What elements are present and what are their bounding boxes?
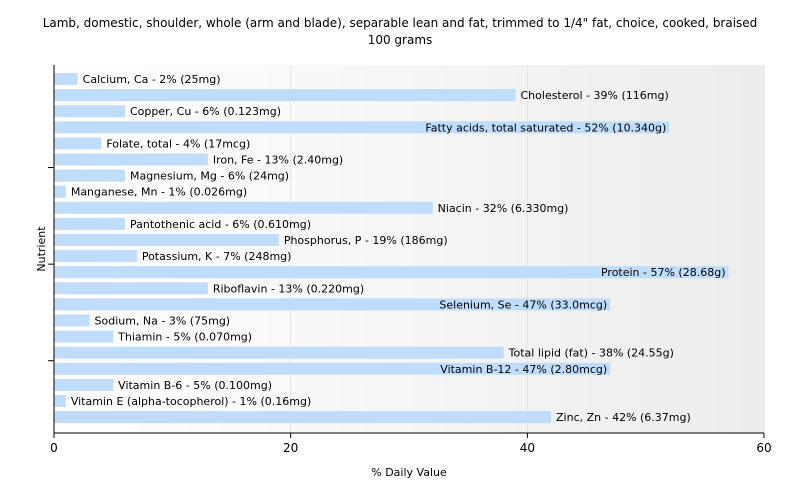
data-label: Selenium, Se - 47% (33.0mcg)	[439, 298, 607, 311]
bar	[54, 201, 433, 214]
data-label: Fatty acids, total saturated - 52% (10.3…	[425, 121, 666, 134]
bar	[54, 137, 102, 150]
data-label: Zinc, Zn - 42% (6.37mg)	[556, 411, 691, 424]
bar	[54, 378, 114, 391]
bar	[54, 250, 137, 263]
chart-subtitle: 100 grams	[367, 33, 433, 47]
y-axis-label: Nutrient	[35, 226, 48, 272]
bar	[54, 314, 90, 327]
bar	[54, 217, 125, 230]
axes: 0 20 40 60	[48, 65, 772, 455]
x-tick-label: 0	[50, 441, 58, 455]
x-tick-label: 60	[756, 441, 771, 455]
data-label: Phosphorus, P - 19% (186mg)	[284, 234, 448, 247]
bar	[54, 73, 78, 85]
data-label: Vitamin E (alpha-tocopherol) - 1% (0.16m…	[71, 395, 311, 408]
data-label: Thiamin - 5% (0.070mg)	[117, 331, 252, 344]
x-tick-label: 40	[520, 441, 535, 455]
bar	[54, 330, 114, 343]
data-label: Folate, total - 4% (17mcg)	[106, 137, 250, 150]
data-label: Pantothenic acid - 6% (0.610mg)	[130, 218, 311, 231]
data-label: Sodium, Na - 3% (75mg)	[95, 315, 231, 328]
bar	[54, 234, 279, 246]
bar	[54, 362, 611, 375]
data-label: Iron, Fe - 13% (2.40mg)	[213, 154, 343, 167]
x-tick-label: 20	[283, 441, 298, 455]
data-label: Niacin - 32% (6.330mg)	[438, 202, 569, 215]
bar	[54, 298, 611, 311]
data-label: Riboflavin - 13% (0.220mg)	[213, 282, 364, 295]
plot-background	[54, 65, 764, 433]
bar	[54, 282, 208, 295]
data-label: Vitamin B-12 - 47% (2.80mcg)	[440, 363, 607, 376]
bar	[54, 105, 125, 118]
data-label: Total lipid (fat) - 38% (24.55g)	[508, 347, 674, 360]
data-label: Vitamin B-6 - 5% (0.100mg)	[118, 379, 272, 392]
data-label: Manganese, Mn - 1% (0.026mg)	[71, 186, 247, 199]
bar-series: Calcium, Ca - 2% (25mg) Cholesterol - 39%…	[54, 73, 729, 424]
bar	[54, 346, 504, 359]
bar	[54, 153, 208, 166]
bar	[54, 266, 729, 279]
data-label: Cholesterol - 39% (116mg)	[521, 89, 669, 102]
bar	[54, 185, 66, 198]
chart-title: Lamb, domestic, shoulder, whole (arm and…	[42, 16, 758, 30]
bar	[54, 89, 516, 102]
bar	[54, 169, 125, 182]
data-label: Copper, Cu - 6% (0.123mg)	[130, 105, 281, 118]
data-label: Protein - 57% (28.68g)	[601, 266, 726, 279]
bar	[54, 121, 670, 134]
data-label: Magnesium, Mg - 6% (24mg)	[130, 170, 289, 183]
data-label: Potassium, K - 7% (248mg)	[142, 250, 292, 263]
bar	[54, 411, 551, 424]
bar	[54, 395, 66, 407]
x-axis-label: % Daily Value	[371, 466, 447, 479]
data-label: Calcium, Ca - 2% (25mg)	[83, 73, 221, 86]
